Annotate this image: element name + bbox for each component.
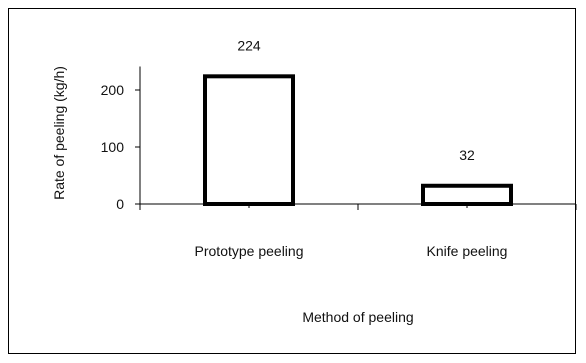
y-tick-label: 0: [116, 196, 124, 212]
data-label: 32: [459, 147, 475, 163]
data-label: 224: [237, 37, 261, 53]
x-axis-title: Method of peeling: [302, 309, 413, 325]
x-axis: Prototype peeling Knife peeling: [139, 203, 577, 259]
y-axis-title: Rate of peeling (kg/h): [51, 66, 67, 200]
bar: [203, 74, 295, 206]
x-tick-label: Prototype peeling: [195, 243, 304, 259]
data-labels: 224 32: [237, 37, 475, 162]
y-tick-label: 100: [101, 139, 125, 155]
y-tick-label: 200: [101, 82, 125, 98]
x-tick-label: Knife peeling: [427, 243, 508, 259]
bar: [421, 183, 513, 206]
y-axis: 0 100 200: [101, 66, 141, 212]
bars: [203, 74, 513, 206]
